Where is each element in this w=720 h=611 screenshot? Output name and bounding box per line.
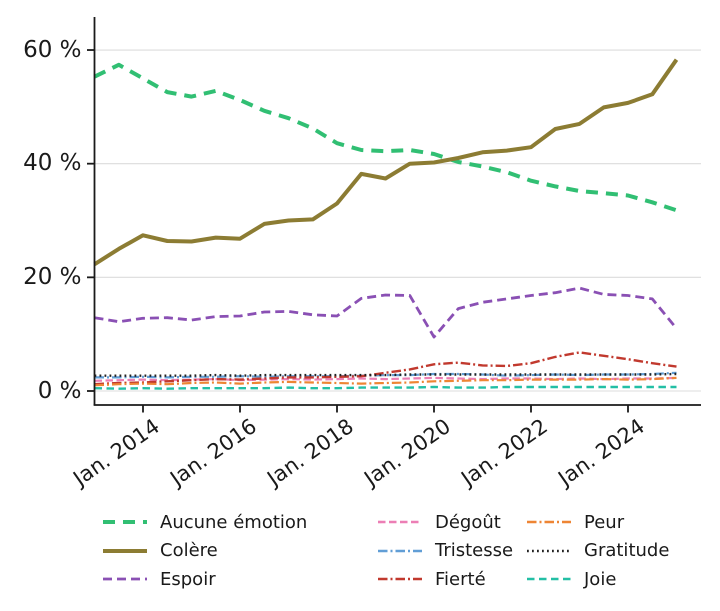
legend-swatch-fierte-icon [378,577,422,581]
chart-legend: Aucune émotion Colère Espoir Dégoût Tristess… [0,508,720,604]
legend-item-degout: Dégoût [378,508,513,537]
legend-column: Aucune émotion Colère Espoir [103,508,307,594]
legend-item-fierte: Fierté [378,565,513,594]
legend-swatch-degout-icon [378,520,422,524]
legend-swatch-gratitude-icon [527,549,571,553]
legend-label: Colère [160,540,218,562]
legend-item-peur: Peur [527,508,669,537]
legend-swatch-aucune-emotion-icon [103,520,147,525]
legend-swatch-joie-icon [527,577,571,581]
legend-label: Tristesse [435,540,514,562]
y-tick-label: 20 % [23,263,82,290]
series-line-gratitude [94,372,677,377]
legend-label: Aucune émotion [160,511,308,533]
legend-item-gratitude: Gratitude [527,537,669,566]
legend-swatch-espoir-icon [103,577,147,581]
series-line-aucune-emotion [93,62,678,213]
series-line-colere [93,58,679,266]
legend-label: Dégoût [435,511,501,533]
legend-label: Joie [584,568,617,590]
legend-item-colere: Colère [103,537,307,566]
legend-swatch-peur-icon [527,520,571,524]
legend-label: Peur [584,511,625,533]
legend-column: Peur Gratitude Joie [527,508,669,594]
legend-item-aucune-emotion: Aucune émotion [103,508,307,537]
legend-item-espoir: Espoir [103,565,307,594]
legend-label: Fierté [435,568,486,590]
y-tick-label: 40 % [23,150,82,177]
series-line-peur [94,376,677,387]
legend-column: Dégoût Tristesse Fierté [378,508,513,594]
legend-label: Espoir [160,568,216,590]
series-line-espoir [94,286,678,339]
legend-swatch-colere-icon [103,548,147,553]
y-tick-label: 60 % [23,36,82,63]
legend-item-tristesse: Tristesse [378,537,513,566]
series-line-joie [94,385,677,390]
legend-label: Gratitude [584,540,670,562]
legend-item-joie: Joie [527,565,669,594]
legend-swatch-tristesse-icon [378,549,422,553]
y-tick-label: 0 % [37,377,82,404]
